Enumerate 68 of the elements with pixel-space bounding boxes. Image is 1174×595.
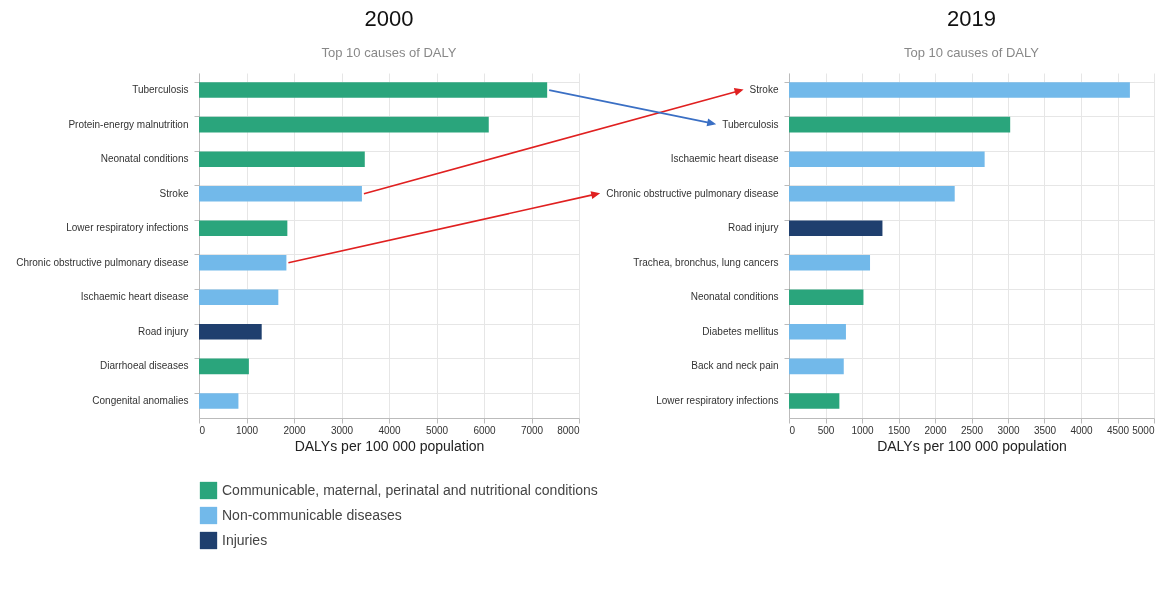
x-tick-label: 6000	[473, 424, 497, 436]
legend-label: Communicable, maternal, perinatal and nutritional conditions	[222, 481, 598, 498]
bar	[199, 220, 288, 236]
bar	[789, 185, 955, 202]
x-tick-label: 8000	[557, 424, 580, 436]
bar	[789, 220, 883, 236]
y-tick-label: Diabetes mellitus	[702, 325, 779, 337]
chart-title: 2000	[364, 6, 414, 31]
x-tick-label: 2000	[924, 424, 948, 436]
x-tick-label: 5000	[425, 424, 449, 436]
x-tick-label: 3000	[330, 424, 354, 436]
y-tick-label: Diarrhoeal diseases	[100, 360, 189, 372]
y-tick-label: Chronic obstructive pulmonary disease	[606, 187, 779, 199]
x-tick-label: 4000	[1070, 424, 1094, 436]
bar	[199, 393, 239, 409]
x-tick-label: 1500	[887, 424, 911, 436]
bar	[199, 358, 249, 375]
bar	[199, 255, 287, 271]
bar	[199, 185, 362, 202]
y-tick-label: Neonatal conditions	[690, 291, 779, 303]
y-tick-label: Neonatal conditions	[100, 153, 189, 165]
y-tick-label: Tuberculosis	[722, 118, 779, 130]
x-tick-label: 3500	[1033, 424, 1057, 436]
chart-subtitle: Top 10 causes of DALY	[321, 45, 457, 60]
y-tick-label: Chronic obstructive pulmonary disease	[16, 256, 189, 268]
y-tick-label: Stroke	[749, 84, 779, 96]
y-tick-label: Road injury	[727, 222, 779, 234]
y-tick-label: Congenital anomalies	[92, 394, 189, 406]
x-axis-title: DALYs per 100 000 population	[877, 437, 1067, 454]
bar	[789, 116, 1011, 133]
bar	[789, 358, 844, 375]
y-tick-label: Road injury	[137, 325, 189, 337]
y-tick-label: Lower respiratory infections	[656, 394, 779, 406]
bar	[789, 82, 1130, 98]
y-tick-label: Lower respiratory infections	[66, 222, 189, 234]
bar	[199, 151, 365, 167]
bar	[199, 289, 279, 306]
x-axis-title: DALYs per 100 000 population	[294, 437, 485, 454]
x-tick-label: 500	[817, 424, 835, 436]
x-tick-label: 1000	[851, 424, 875, 436]
legend-label: Non-communicable diseases	[222, 506, 402, 523]
y-tick-label: Ischaemic heart disease	[670, 153, 779, 165]
bar	[199, 324, 262, 340]
x-tick-label: 3000	[997, 424, 1021, 436]
x-tick-label: 1000	[235, 424, 259, 436]
y-tick-label: Trachea, bronchus, lung cancers	[633, 256, 779, 268]
bar	[199, 116, 489, 133]
y-tick-label: Back and neck pain	[691, 360, 779, 372]
y-tick-label: Stroke	[159, 187, 189, 199]
bar	[789, 289, 864, 306]
chart-title: 2019	[947, 6, 996, 31]
y-tick-label: Ischaemic heart disease	[80, 291, 189, 303]
bar	[789, 151, 985, 167]
bar	[789, 393, 840, 409]
x-tick-label: 2000	[283, 424, 307, 436]
chart-subtitle: Top 10 causes of DALY	[904, 45, 1040, 60]
x-tick-label: 4500	[1106, 424, 1130, 436]
y-tick-label: Tuberculosis	[132, 84, 189, 96]
bar	[789, 255, 871, 271]
x-tick-label: 2500	[960, 424, 984, 436]
x-tick-label: 4000	[378, 424, 402, 436]
y-tick-label: Protein-energy malnutrition	[68, 118, 189, 130]
bar	[789, 324, 846, 340]
x-tick-label: 5000	[1132, 424, 1155, 436]
legend-label: Injuries	[222, 531, 268, 548]
x-tick-label: 0	[199, 424, 206, 436]
x-tick-label: 0	[789, 424, 796, 436]
x-tick-label: 7000	[520, 424, 544, 436]
